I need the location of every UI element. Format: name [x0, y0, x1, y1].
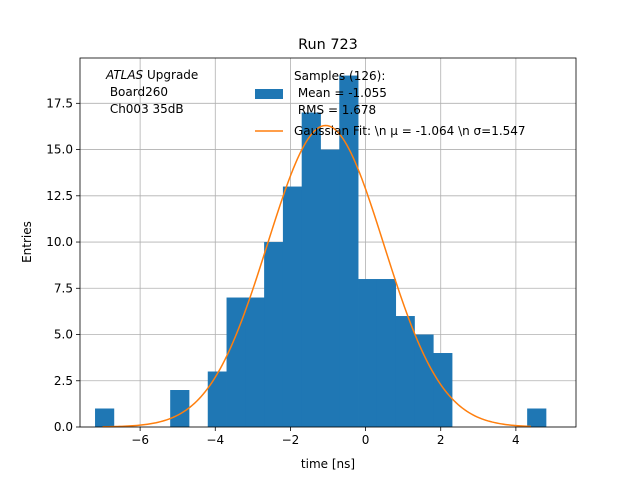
y-tick-label: 10.0: [46, 235, 73, 249]
annotation-line-1: ATLAS Upgrade: [105, 68, 198, 82]
annotation-atlas: ATLAS: [105, 68, 144, 82]
annotation-channel: Ch003 35dB: [106, 102, 184, 116]
x-axis-ticks: −6 −4 −2 0 2 4: [131, 427, 520, 447]
legend-samples-swatch: [255, 89, 283, 99]
histogram-bar: [320, 149, 340, 427]
x-tick-label: −2: [282, 433, 300, 447]
y-tick-label: 5.0: [54, 328, 73, 342]
atlas-annotation: ATLAS Upgrade Board260 Ch003 35dB: [105, 68, 198, 116]
x-tick-label: 2: [437, 433, 445, 447]
histogram-bar: [358, 279, 378, 427]
histogram-bar: [95, 408, 115, 427]
histogram-bar: [226, 297, 246, 427]
legend-fit-label: Gaussian Fit: \n μ = -1.064 \n σ=1.547: [294, 124, 526, 138]
x-tick-label: −6: [131, 433, 149, 447]
histogram-bar: [264, 242, 284, 427]
y-tick-label: 7.5: [54, 281, 73, 295]
plot-frame: [79, 57, 577, 428]
histogram-bar: [245, 297, 265, 427]
histogram-bar: [170, 390, 190, 427]
histogram-bars: [95, 75, 547, 428]
legend: Samples (126): Mean = -1.055 RMS = 1.678…: [255, 69, 526, 138]
x-tick-label: 4: [512, 433, 520, 447]
histogram-bar: [282, 186, 303, 427]
histogram-bar: [339, 75, 359, 428]
histogram-bar: [301, 112, 321, 428]
y-axis-label: Entries: [20, 221, 34, 263]
legend-samples-line-3: RMS = 1.678: [294, 103, 376, 117]
histogram-bar: [433, 353, 453, 427]
y-tick-label: 0.0: [54, 420, 73, 434]
y-tick-label: 12.5: [46, 189, 73, 203]
legend-samples-line-1: Samples (126):: [294, 69, 385, 83]
x-tick-label: 0: [362, 433, 370, 447]
y-axis-ticks: 0.0 2.5 5.0 7.5 10.0 12.5 15.0 17.5: [46, 96, 80, 434]
histogram-bar: [376, 279, 397, 427]
histogram-bar: [414, 334, 434, 427]
y-tick-label: 2.5: [54, 374, 73, 388]
y-tick-label: 15.0: [46, 143, 73, 157]
histogram-bar: [395, 316, 415, 427]
histogram-bar: [207, 371, 227, 427]
y-tick-label: 17.5: [46, 96, 73, 110]
annotation-board: Board260: [106, 85, 168, 99]
legend-samples-line-2: Mean = -1.055: [294, 86, 387, 100]
histogram-bar: [527, 408, 547, 427]
annotation-upgrade: Upgrade: [143, 68, 198, 82]
gaussian-fit-curve: [102, 124, 531, 428]
chart-title: Run 723: [298, 37, 358, 53]
x-tick-label: −4: [206, 433, 224, 447]
x-axis-label: time [ns]: [301, 457, 355, 471]
